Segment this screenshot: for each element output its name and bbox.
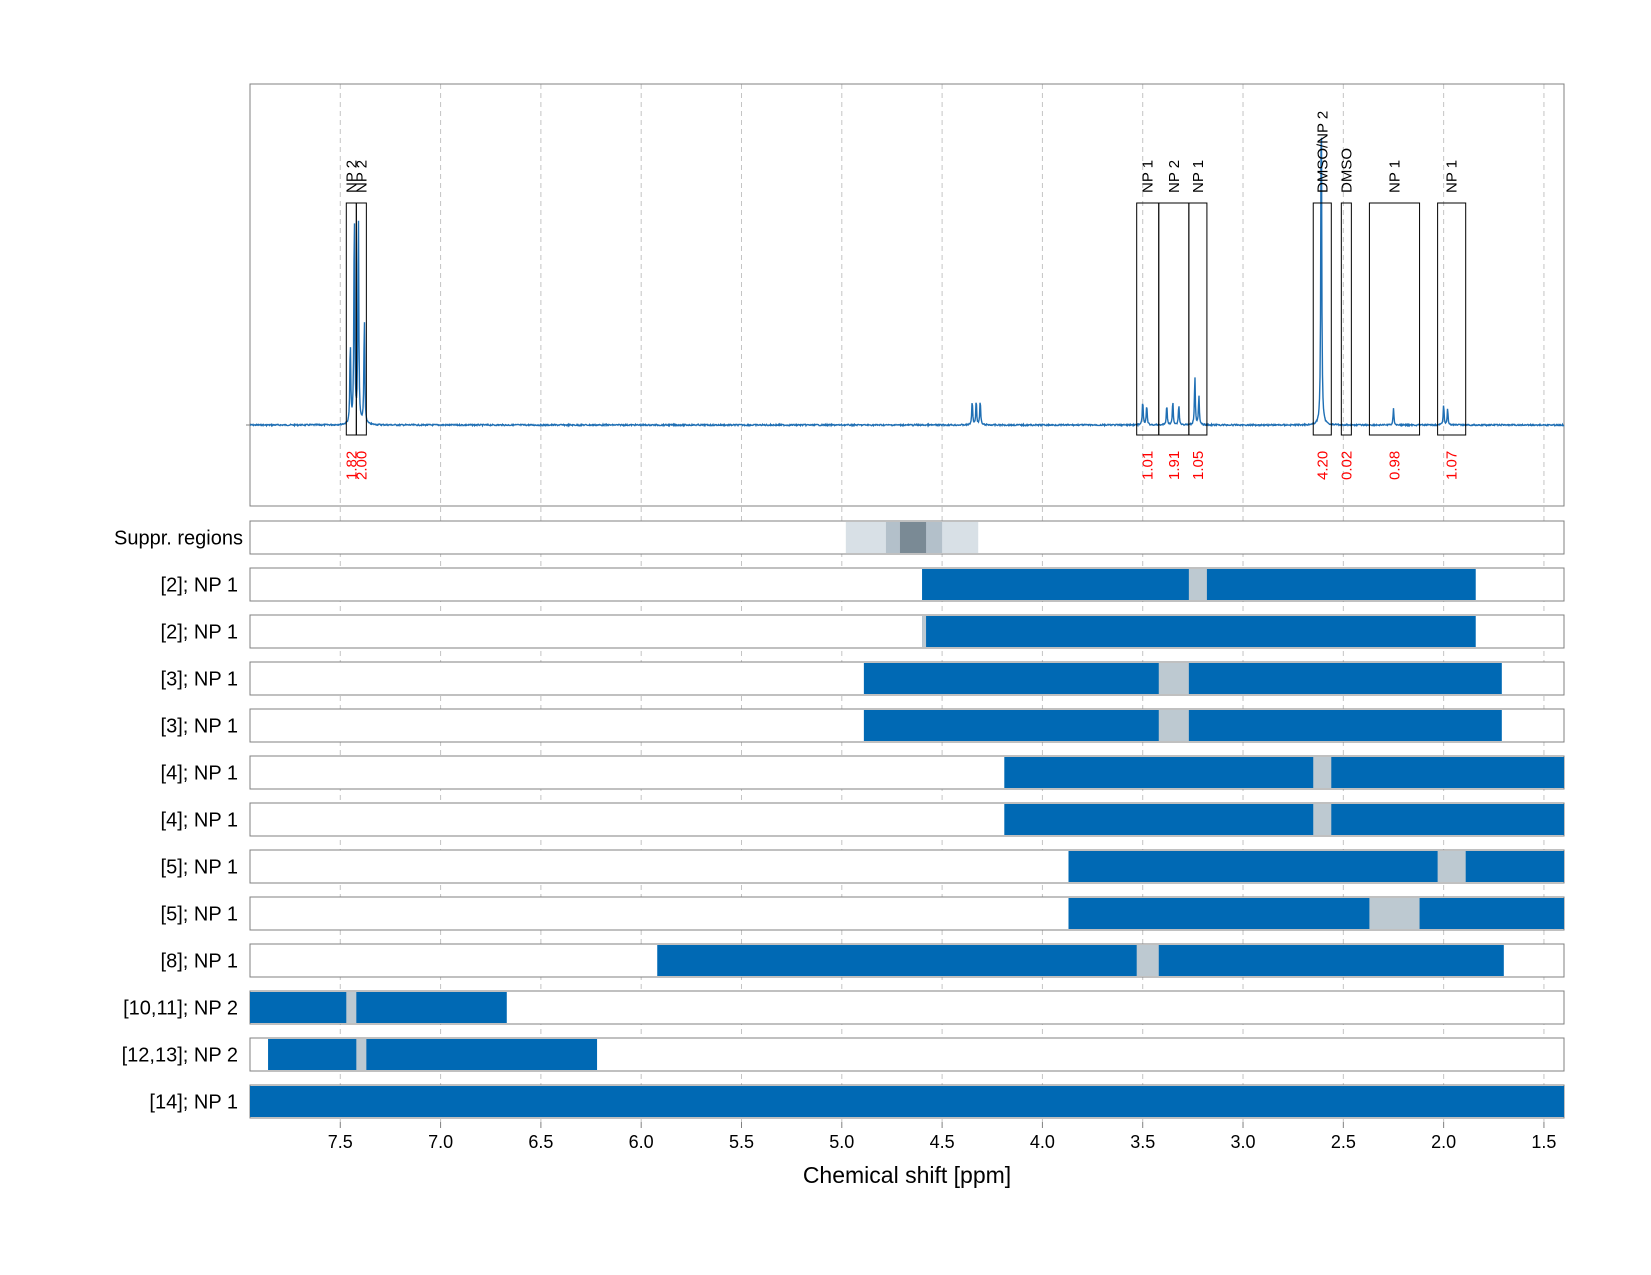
track-label-1: [2]; NP 1 (161, 622, 238, 644)
annotation-box-7 (1368, 202, 1421, 436)
track-label-2: [3]; NP 1 (161, 669, 238, 691)
track-label-5: [4]; NP 1 (161, 810, 238, 832)
track-region-6 (1068, 851, 1564, 882)
x-axis: 7.5 7.0 6.5 6.0 5.5 5.0 4.5 4.0 3.5 3.0 2.5 2.0 1.5 (328, 1122, 1556, 1152)
x-tick-label-11: 2.0 (1431, 1132, 1456, 1152)
annotation-label-0: NP 2 (343, 160, 360, 193)
track-label-11: [14]; NP 1 (149, 1092, 238, 1114)
annotation-label-5: DMSO/NP 2 (1314, 111, 1331, 193)
x-tick-label-1: 7.0 (428, 1132, 453, 1152)
spectrum-group (246, 137, 1565, 428)
track-gap-0-0 (1188, 569, 1207, 600)
track-label-0: [2]; NP 1 (161, 575, 238, 597)
integral-value-5: 4.20 (1314, 451, 1331, 480)
x-tick-label-3: 6.0 (629, 1132, 654, 1152)
spectrum-line (249, 137, 1565, 428)
annotation-box-3 (1158, 202, 1190, 436)
annotation-box-5 (1312, 202, 1332, 436)
track-region-4 (1004, 757, 1564, 788)
integral-value-6: 0.02 (1338, 451, 1355, 480)
track-region-7 (1068, 898, 1564, 929)
x-axis-title: Chemical shift [ppm] (803, 1162, 1011, 1188)
track-gap-5-0 (1313, 804, 1332, 835)
annotation-box-4 (1188, 202, 1208, 436)
spectrum-panel (249, 83, 1565, 507)
track-region-8 (657, 945, 1504, 976)
x-tick-label-9: 3.0 (1231, 1132, 1256, 1152)
integral-value-0: 1.82 (343, 451, 360, 480)
annotation-box-8 (1437, 202, 1467, 436)
integral-value-1: 2.00 (353, 451, 370, 480)
x-tick-label-5: 5.0 (829, 1132, 854, 1152)
annotation-box-2 (1136, 202, 1160, 436)
track-gap-1-0 (922, 616, 927, 647)
x-tick-label-12: 1.5 (1531, 1132, 1556, 1152)
integral-value-3: 1.91 (1166, 451, 1183, 480)
annotation-label-4: NP 1 (1190, 160, 1207, 193)
integral-value-7: 0.98 (1386, 451, 1403, 480)
track-label-9: [10,11]; NP 2 (123, 998, 238, 1020)
track-label-4: [4]; NP 1 (161, 763, 238, 785)
x-tick-label-8: 3.5 (1130, 1132, 1155, 1152)
track-gap-4-0 (1313, 757, 1332, 788)
track-gap-3-0 (1158, 710, 1189, 741)
annotation-label-6: DMSO (1338, 148, 1355, 193)
integral-value-8: 1.07 (1444, 451, 1461, 480)
annotation-label-8: NP 1 (1444, 160, 1461, 193)
integral-value-4: 1.05 (1190, 451, 1207, 480)
annotation-label-7: NP 1 (1386, 160, 1403, 193)
track-label-8: [8]; NP 1 (161, 951, 238, 973)
track-region-9 (250, 992, 507, 1023)
x-tick-label-4: 5.5 (729, 1132, 754, 1152)
integral-value-2: 1.01 (1140, 451, 1157, 480)
track-region-1 (922, 616, 1476, 647)
track-region-5 (1004, 804, 1564, 835)
suppr-band-2 (899, 522, 927, 553)
x-tick-label-0: 7.5 (328, 1132, 353, 1152)
annotation-box-6 (1340, 202, 1352, 436)
annotation-box-1 (355, 202, 367, 436)
track-region-11 (250, 1086, 1564, 1117)
track-gap-10-0 (356, 1039, 367, 1070)
track-gap-2-0 (1158, 663, 1189, 694)
x-tick-label-10: 2.5 (1331, 1132, 1356, 1152)
annotation-label-2: NP 1 (1140, 160, 1157, 193)
track-gap-9-0 (346, 992, 357, 1023)
x-tick-label-7: 4.0 (1030, 1132, 1055, 1152)
track-region-10 (268, 1039, 598, 1070)
track-label-6: [5]; NP 1 (161, 857, 238, 879)
track-gap-6-0 (1437, 851, 1466, 882)
track-gap-8-0 (1136, 945, 1159, 976)
annotation-label-1: NP 2 (353, 160, 370, 193)
track-label-10: [12,13]; NP 2 (122, 1045, 238, 1067)
track-label-7: [5]; NP 1 (161, 904, 238, 926)
track-gap-7-0 (1369, 898, 1420, 929)
x-tick-label-2: 6.5 (528, 1132, 553, 1152)
tracks-group: Suppr. regions [2]; NP 1 [2]; NP 1 [3]; NP … (114, 520, 1565, 1119)
track-label-3: [3]; NP 1 (161, 716, 238, 738)
annotation-label-3: NP 2 (1166, 160, 1183, 193)
x-tick-label-6: 4.5 (930, 1132, 955, 1152)
suppr-track-label: Suppr. regions (114, 528, 243, 550)
annotation-group: NP 2 1.82 NP 2 2.00 NP 1 1.01 NP 2 1.91 NP 1 1.05… (343, 111, 1467, 480)
